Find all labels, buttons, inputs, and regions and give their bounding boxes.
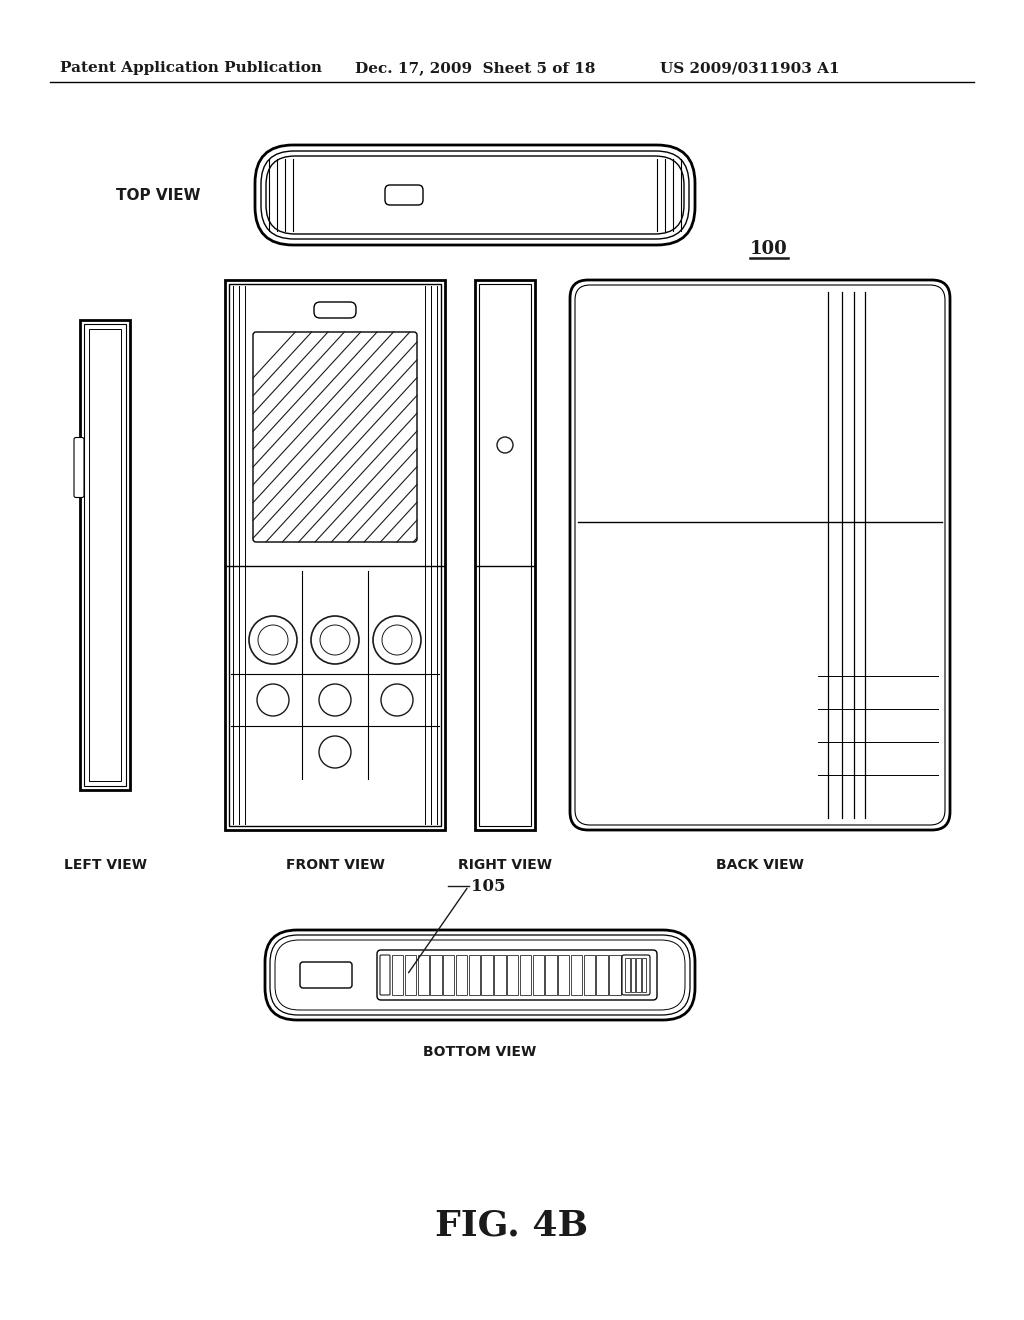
FancyBboxPatch shape [622, 954, 650, 995]
FancyBboxPatch shape [570, 280, 950, 830]
Bar [392, 954, 403, 995]
FancyBboxPatch shape [261, 150, 689, 239]
Bar [495, 954, 506, 995]
FancyBboxPatch shape [253, 333, 417, 543]
Bar [469, 954, 480, 995]
Bar [229, 284, 441, 826]
FancyBboxPatch shape [380, 954, 390, 995]
Text: 100: 100 [750, 240, 787, 257]
Bar [625, 958, 630, 993]
Text: LEFT VIEW: LEFT VIEW [63, 858, 146, 873]
Bar [631, 958, 635, 993]
Bar [80, 319, 130, 789]
Text: Dec. 17, 2009  Sheet 5 of 18: Dec. 17, 2009 Sheet 5 of 18 [355, 61, 596, 75]
FancyBboxPatch shape [314, 302, 356, 318]
Text: RIGHT VIEW: RIGHT VIEW [458, 858, 552, 873]
Text: TOP VIEW: TOP VIEW [116, 187, 200, 202]
Text: BACK VIEW: BACK VIEW [716, 858, 804, 873]
Text: 105: 105 [471, 878, 505, 895]
Bar [641, 958, 646, 993]
Text: BOTTOM VIEW: BOTTOM VIEW [423, 1045, 537, 1059]
Bar [84, 323, 126, 785]
Bar [475, 280, 535, 830]
Bar [225, 280, 445, 830]
Text: Patent Application Publication: Patent Application Publication [60, 61, 322, 75]
Bar [481, 954, 493, 995]
Bar [596, 954, 607, 995]
FancyBboxPatch shape [270, 935, 690, 1015]
Bar [443, 954, 455, 995]
FancyBboxPatch shape [300, 962, 352, 987]
FancyBboxPatch shape [275, 940, 685, 1010]
Bar [456, 954, 467, 995]
Bar [404, 954, 416, 995]
Bar [546, 954, 557, 995]
Bar [418, 954, 429, 995]
Bar [532, 954, 544, 995]
Text: FIG. 4B: FIG. 4B [435, 1208, 589, 1242]
Bar [479, 284, 531, 826]
Bar [584, 954, 595, 995]
Text: US 2009/0311903 A1: US 2009/0311903 A1 [660, 61, 840, 75]
Bar [636, 958, 640, 993]
Bar [89, 329, 121, 781]
Bar [609, 954, 621, 995]
FancyBboxPatch shape [575, 285, 945, 825]
FancyBboxPatch shape [74, 437, 84, 498]
FancyBboxPatch shape [385, 185, 423, 205]
Bar [558, 954, 569, 995]
FancyBboxPatch shape [266, 156, 684, 234]
Bar [430, 954, 441, 995]
Bar [507, 954, 518, 995]
Bar [571, 954, 583, 995]
FancyBboxPatch shape [377, 950, 657, 1001]
Text: FRONT VIEW: FRONT VIEW [286, 858, 384, 873]
FancyBboxPatch shape [255, 145, 695, 246]
FancyBboxPatch shape [265, 931, 695, 1020]
Bar [520, 954, 531, 995]
